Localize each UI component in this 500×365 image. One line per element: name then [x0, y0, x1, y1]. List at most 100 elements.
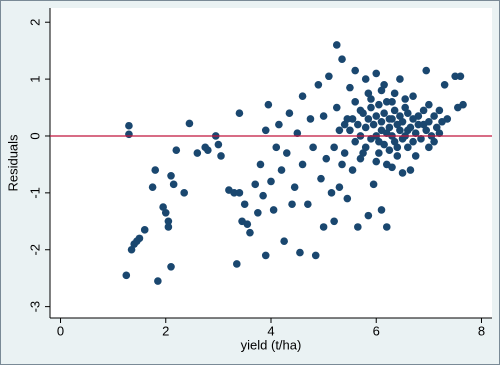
point	[232, 260, 241, 268]
point	[359, 109, 367, 118]
point	[377, 206, 386, 214]
point	[259, 191, 267, 200]
point	[325, 72, 333, 81]
point	[390, 89, 399, 98]
x-tick-label: 8	[478, 323, 485, 338]
point	[396, 112, 404, 120]
point	[354, 223, 362, 231]
point	[161, 208, 170, 217]
point	[254, 208, 262, 217]
y-axis-title: Residuals	[5, 134, 20, 192]
point	[359, 149, 367, 157]
y-tick-label: 1	[27, 75, 42, 82]
point	[367, 103, 375, 112]
point	[309, 143, 317, 152]
point	[396, 75, 404, 83]
point	[351, 137, 359, 146]
point	[401, 95, 409, 103]
point	[327, 189, 336, 197]
point	[385, 146, 394, 155]
point	[364, 115, 373, 123]
point	[269, 206, 278, 214]
point	[267, 177, 275, 186]
point	[332, 41, 341, 49]
point	[435, 106, 444, 115]
point	[122, 271, 131, 280]
point	[217, 152, 225, 160]
point	[382, 223, 391, 231]
point	[140, 226, 149, 234]
point	[388, 98, 396, 106]
point	[330, 217, 338, 226]
point	[398, 117, 407, 126]
point	[285, 109, 294, 118]
point	[340, 120, 349, 129]
point	[438, 117, 446, 126]
point	[459, 100, 467, 109]
point	[335, 126, 344, 135]
point	[351, 98, 359, 106]
y-tick-label: -3	[27, 301, 42, 313]
point	[364, 89, 373, 98]
point	[243, 220, 252, 228]
point	[277, 166, 286, 174]
point	[417, 135, 425, 143]
point	[382, 160, 391, 169]
point	[425, 117, 433, 126]
point	[193, 149, 202, 157]
point	[185, 119, 194, 128]
point	[369, 180, 378, 189]
point	[375, 149, 383, 157]
point	[154, 277, 162, 285]
point	[306, 115, 315, 123]
point	[135, 234, 144, 243]
point	[288, 200, 296, 209]
point	[422, 66, 431, 75]
point	[261, 251, 270, 260]
point	[372, 69, 381, 78]
point	[330, 143, 338, 152]
point	[169, 180, 178, 189]
point	[159, 203, 167, 211]
point	[338, 55, 346, 63]
point	[390, 137, 399, 146]
y-tick-label: -1	[27, 187, 42, 199]
point	[377, 86, 386, 95]
point	[311, 251, 320, 260]
point	[380, 80, 388, 89]
point	[422, 126, 431, 135]
point	[367, 95, 375, 103]
point	[125, 121, 133, 130]
point	[430, 112, 438, 120]
point	[290, 183, 299, 191]
point	[361, 143, 370, 152]
point	[401, 103, 409, 112]
point	[293, 129, 302, 137]
point	[343, 115, 352, 123]
x-axis-title: yield (t/ha)	[241, 337, 302, 352]
point	[388, 115, 396, 123]
point	[364, 211, 373, 220]
point	[251, 180, 260, 189]
point	[322, 154, 331, 163]
point	[451, 72, 459, 81]
point	[335, 183, 344, 191]
x-tick-label: 4	[267, 323, 274, 338]
point	[317, 174, 325, 183]
point	[246, 228, 254, 237]
point	[409, 92, 417, 100]
point	[240, 200, 249, 209]
point	[261, 126, 270, 135]
point	[148, 183, 157, 191]
point	[338, 160, 346, 169]
point	[380, 140, 388, 149]
point	[151, 166, 160, 174]
point	[340, 149, 349, 157]
point	[456, 72, 465, 81]
point	[369, 120, 378, 129]
point	[235, 109, 244, 118]
point	[332, 103, 341, 112]
y-tick-label: 2	[27, 19, 42, 26]
point	[396, 126, 404, 135]
